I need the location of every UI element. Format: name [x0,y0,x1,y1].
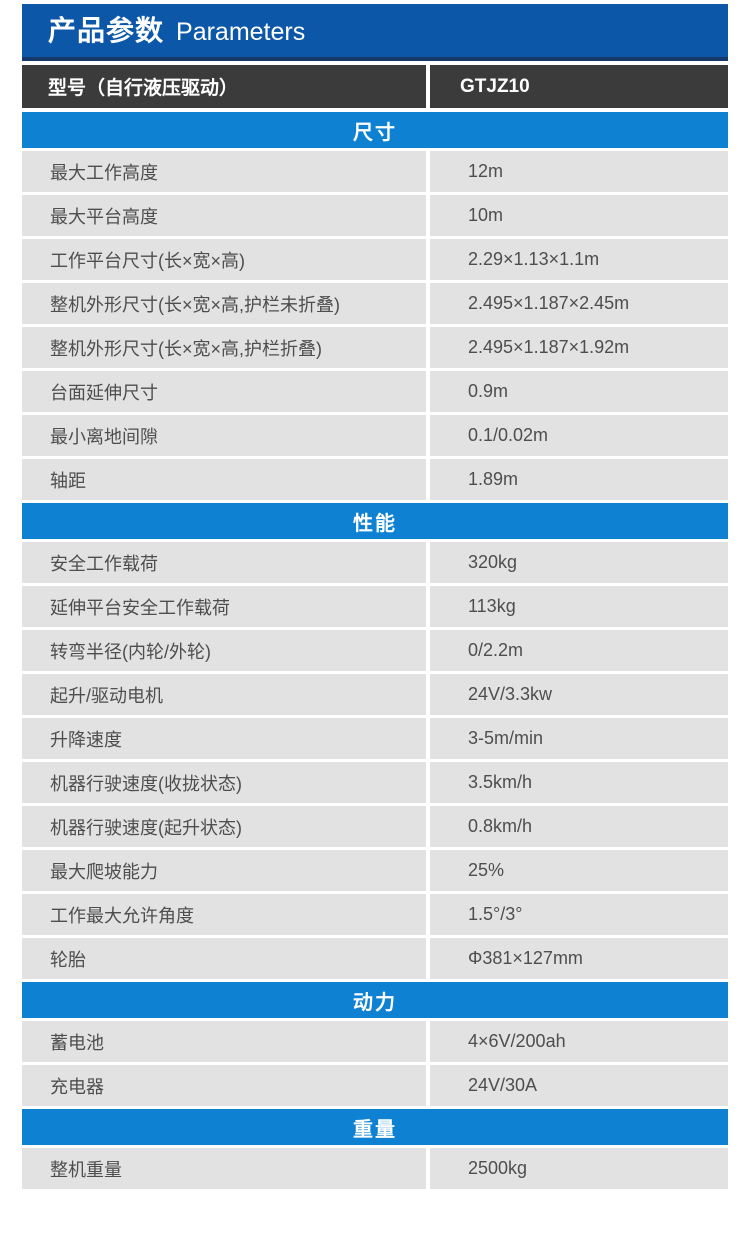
row-value: 3-5m/min [430,718,728,759]
row-value: 12m [430,151,728,192]
table-row: 起升/驱动电机 24V/3.3kw [22,674,728,715]
table-row: 充电器 24V/30A [22,1065,728,1106]
table-row: 机器行驶速度(起升状态) 0.8km/h [22,806,728,847]
row-label: 整机外形尺寸(长×宽×高,护栏未折叠) [22,283,426,324]
table-row: 转弯半径(内轮/外轮) 0/2.2m [22,630,728,671]
table-row: 延伸平台安全工作载荷 113kg [22,586,728,627]
table-row: 安全工作载荷 320kg [22,542,728,583]
table-row: 最小离地间隙 0.1/0.02m [22,415,728,456]
row-label: 安全工作载荷 [22,542,426,583]
row-value: 24V/3.3kw [430,674,728,715]
table-row: 工作最大允许角度 1.5°/3° [22,894,728,935]
row-label: 最大爬坡能力 [22,850,426,891]
row-label: 整机外形尺寸(长×宽×高,护栏折叠) [22,327,426,368]
model-row: 型号（自行液压驱动） GTJZ10 [22,65,728,108]
row-value: 113kg [430,586,728,627]
row-label: 工作平台尺寸(长×宽×高) [22,239,426,280]
model-value: GTJZ10 [430,65,728,108]
table-row: 台面延伸尺寸 0.9m [22,371,728,412]
row-value: 24V/30A [430,1065,728,1106]
page-title: 产品参数 [48,15,165,46]
table-row: 整机重量 2500kg [22,1148,728,1189]
section-header-dimensions: 尺寸 [22,112,728,148]
row-value: 2.495×1.187×1.92m [430,327,728,368]
row-value: 2.495×1.187×2.45m [430,283,728,324]
row-value: 0.1/0.02m [430,415,728,456]
row-label: 蓄电池 [22,1021,426,1062]
row-label: 工作最大允许角度 [22,894,426,935]
page-title-en: Parameters [176,18,306,46]
row-value: 1.5°/3° [430,894,728,935]
product-parameters-table: 产品参数 Parameters 型号（自行液压驱动） GTJZ10 尺寸 最大工作高… [22,4,728,1189]
row-value: 10m [430,195,728,236]
table-row: 升降速度 3-5m/min [22,718,728,759]
row-label: 充电器 [22,1065,426,1106]
row-label: 整机重量 [22,1148,426,1189]
row-value: 25% [430,850,728,891]
table-row: 最大工作高度 12m [22,151,728,192]
table-row: 最大爬坡能力 25% [22,850,728,891]
row-value: Φ381×127mm [430,938,728,979]
row-label: 最小离地间隙 [22,415,426,456]
row-value: 4×6V/200ah [430,1021,728,1062]
table-row: 整机外形尺寸(长×宽×高,护栏折叠) 2.495×1.187×1.92m [22,327,728,368]
table-row: 最大平台高度 10m [22,195,728,236]
row-label: 机器行驶速度(起升状态) [22,806,426,847]
row-label: 机器行驶速度(收拢状态) [22,762,426,803]
row-label: 升降速度 [22,718,426,759]
row-label: 转弯半径(内轮/外轮) [22,630,426,671]
row-value: 2.29×1.13×1.1m [430,239,728,280]
row-label: 轴距 [22,459,426,500]
row-label: 轮胎 [22,938,426,979]
table-title-bar: 产品参数 Parameters [22,4,728,61]
sections-container: 尺寸 最大工作高度 12m 最大平台高度 10m 工作平台尺寸(长×宽×高) 2.29×1.… [22,112,728,1189]
model-label: 型号（自行液压驱动） [22,65,426,108]
row-value: 3.5km/h [430,762,728,803]
table-row: 机器行驶速度(收拢状态) 3.5km/h [22,762,728,803]
row-value: 1.89m [430,459,728,500]
row-value: 0/2.2m [430,630,728,671]
row-value: 0.8km/h [430,806,728,847]
table-row: 轮胎 Φ381×127mm [22,938,728,979]
row-value: 320kg [430,542,728,583]
row-label: 起升/驱动电机 [22,674,426,715]
section-header-performance: 性能 [22,503,728,539]
row-label: 最大平台高度 [22,195,426,236]
row-label: 台面延伸尺寸 [22,371,426,412]
table-row: 工作平台尺寸(长×宽×高) 2.29×1.13×1.1m [22,239,728,280]
section-header-weight: 重量 [22,1109,728,1145]
row-value: 0.9m [430,371,728,412]
table-row: 整机外形尺寸(长×宽×高,护栏未折叠) 2.495×1.187×2.45m [22,283,728,324]
row-label: 延伸平台安全工作载荷 [22,586,426,627]
section-header-power: 动力 [22,982,728,1018]
row-label: 最大工作高度 [22,151,426,192]
table-row: 蓄电池 4×6V/200ah [22,1021,728,1062]
table-row: 轴距 1.89m [22,459,728,500]
row-value: 2500kg [430,1148,728,1189]
